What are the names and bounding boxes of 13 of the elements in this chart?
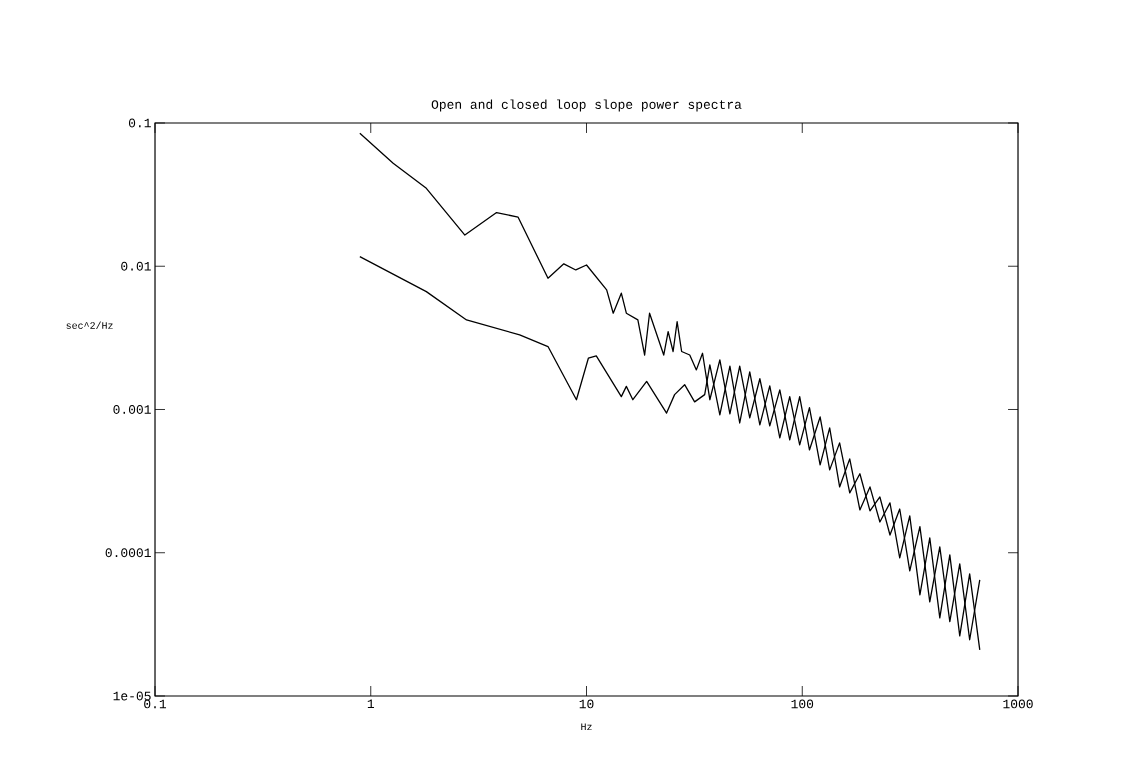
x-tick-label: 1000 (1003, 699, 1033, 709)
y-tick-label: 1e-05 (113, 691, 151, 701)
y-tick-label: 0.01 (121, 261, 151, 271)
x-tick-label: 0.1 (144, 699, 167, 709)
y-tick-label: 0.001 (113, 405, 151, 414)
x-tick-label: 100 (791, 699, 814, 709)
x-tick-label: 1 (367, 699, 375, 709)
x-axis-title: Hz (581, 723, 592, 731)
y-tick-label: 0.0001 (105, 548, 151, 558)
y-tick-label: 0.1 (128, 118, 151, 128)
chart-title: Open and closed loop slope power spectra (431, 99, 742, 112)
x-tick-label: 10 (579, 699, 594, 709)
y-axis-title: sec^2/Hz (66, 321, 113, 329)
